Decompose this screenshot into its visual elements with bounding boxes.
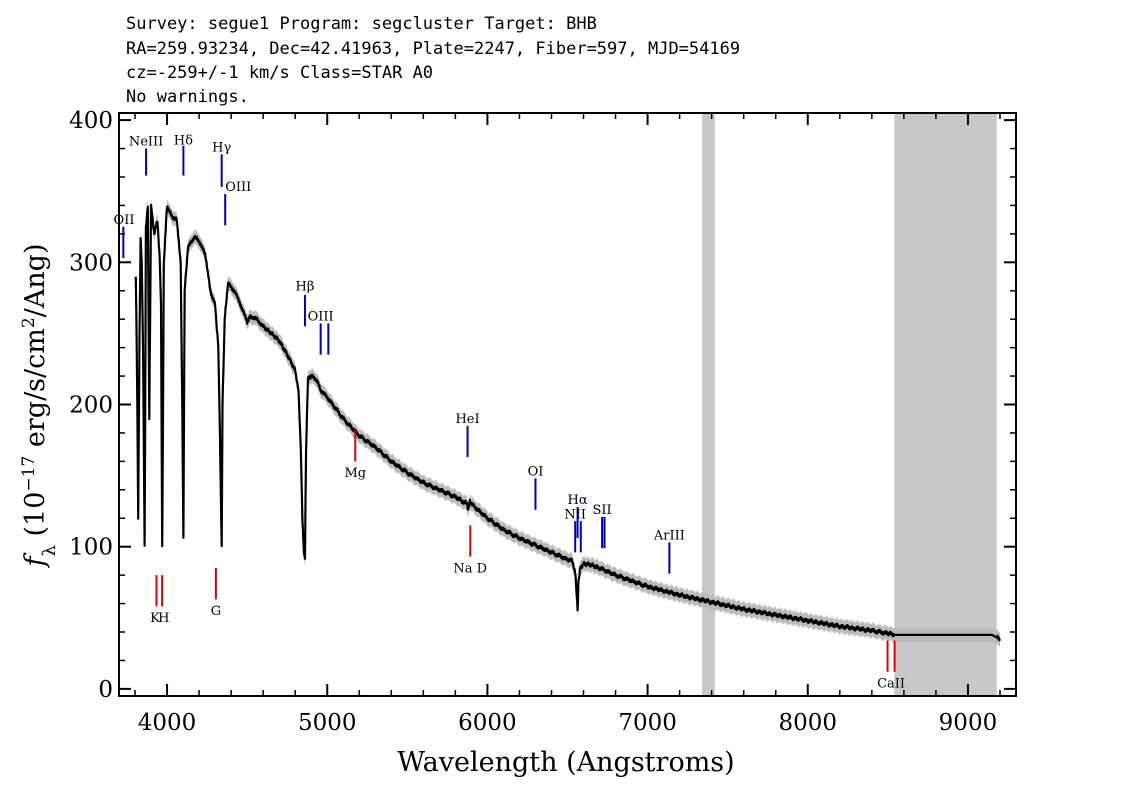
header-line-2: RA=259.93234, Dec=42.41963, Plate=2247, … xyxy=(126,39,740,59)
emission-line-label: NII xyxy=(564,507,586,522)
emission-line-label: OII xyxy=(114,213,135,228)
absorption-line-label: K xyxy=(150,611,160,626)
emission-line-label: OIII xyxy=(225,180,251,195)
flux-error-band xyxy=(135,197,1001,648)
masked-regions xyxy=(702,113,997,696)
header-line-3: cz=-259+/-1 km/s Class=STAR A0 xyxy=(126,63,433,83)
header-line-4: No warnings. xyxy=(126,87,249,107)
emission-line-label: NeIII xyxy=(129,135,163,150)
x-tick-label: 9000 xyxy=(939,710,998,736)
flux-line xyxy=(134,203,1001,642)
y-tick-label: 400 xyxy=(69,108,113,134)
y-tick-label: 200 xyxy=(69,393,113,419)
absorption-line-label: Na D xyxy=(453,561,487,576)
x-tick-label: 8000 xyxy=(778,710,837,736)
emission-line-label: Hδ xyxy=(174,133,193,148)
x-tick-label: 5000 xyxy=(298,710,357,736)
absorption-line-label: Mg xyxy=(344,466,366,481)
y-tick-label: 300 xyxy=(69,250,113,276)
x-axis-label: Wavelength (Angstroms) xyxy=(397,747,734,778)
masked-region xyxy=(894,113,997,696)
absorption-line-label: CaII xyxy=(877,677,905,692)
x-tick-label: 6000 xyxy=(458,710,517,736)
emission-line-label: OI xyxy=(528,465,544,480)
y-axis-label: fλ (10−17 erg/s/cm2/Ang) xyxy=(19,244,60,569)
emission-line-label: SII xyxy=(593,503,612,518)
emission-line-label: OIII xyxy=(308,310,334,325)
error-band xyxy=(135,197,1001,648)
plot-frame xyxy=(118,112,1017,697)
x-tick-label: 7000 xyxy=(618,710,677,736)
absorption-line-label: H xyxy=(158,611,169,626)
emission-line-label: Hγ xyxy=(212,140,231,155)
emission-line-label: HeI xyxy=(455,412,479,427)
emission-line-label: Hβ xyxy=(296,280,315,295)
masked-region xyxy=(702,113,715,696)
header-line-1: Survey: segue1 Program: segcluster Targe… xyxy=(126,14,597,34)
absorption-line-label: G xyxy=(211,604,221,619)
y-tick-label: 0 xyxy=(98,677,113,703)
axis-ticks: 4000 5000 6000 7000 8000 9000 0 100 200 300 400 xyxy=(69,108,1016,736)
y-tick-label: 100 xyxy=(69,535,113,561)
flux-series xyxy=(134,203,1001,642)
emission-line-label: ArIII xyxy=(653,529,685,544)
emission-line-label: Hα xyxy=(568,493,588,508)
x-tick-label: 4000 xyxy=(138,710,197,736)
